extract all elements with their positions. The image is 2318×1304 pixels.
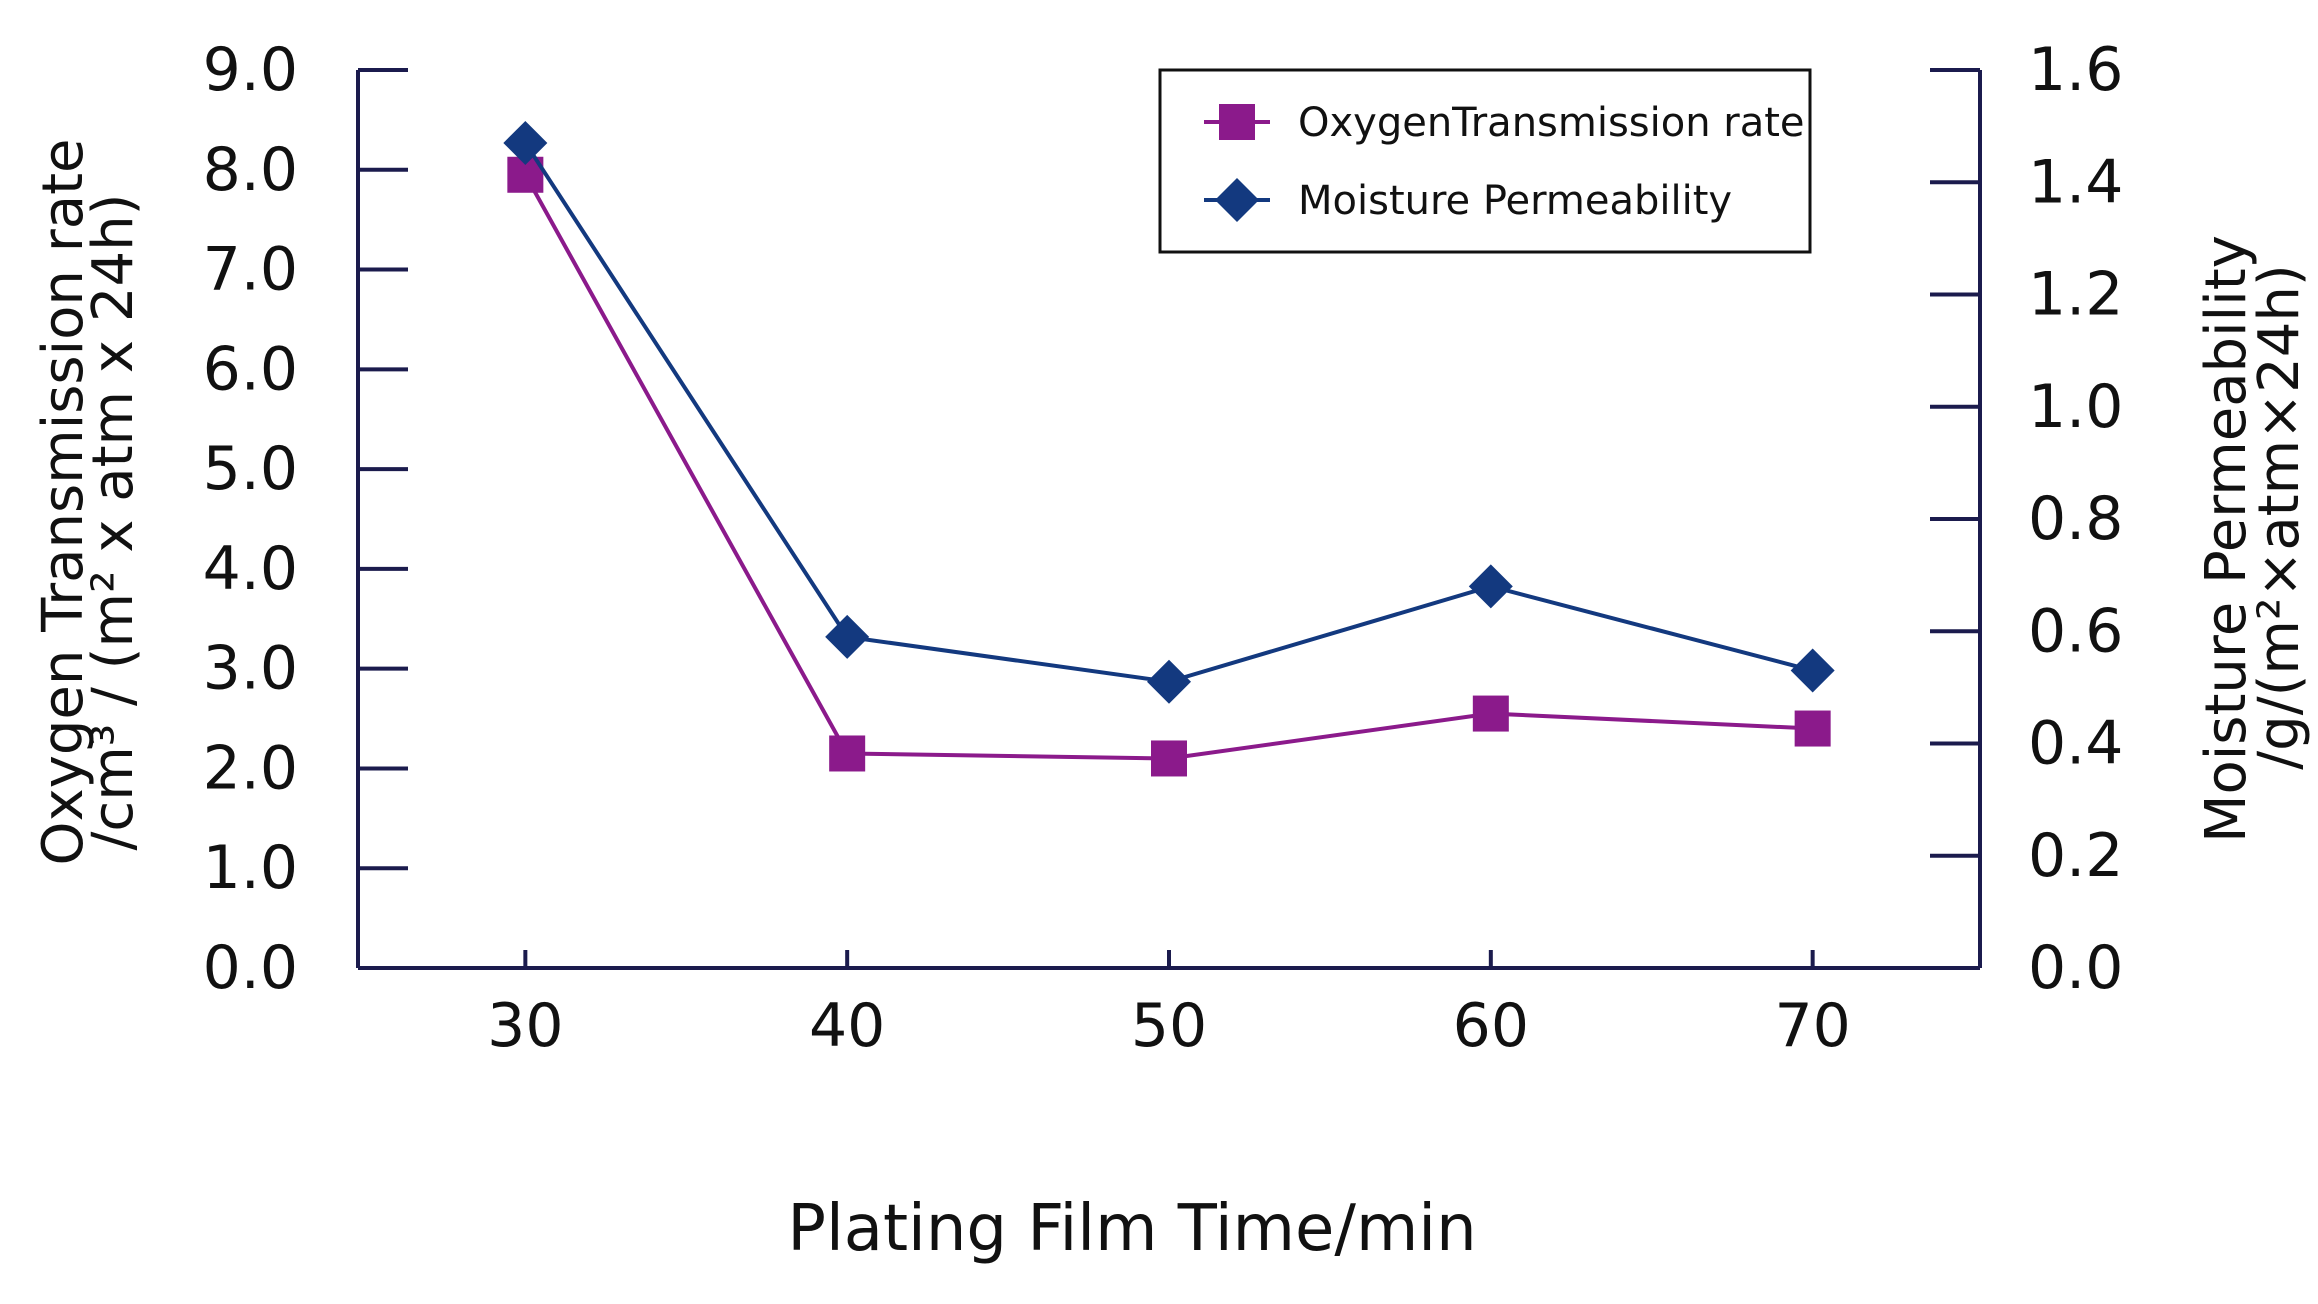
oxygen-data-point [1472, 695, 1509, 732]
legend: OxygenTransmission rate Moisture Permeab… [1158, 68, 1812, 254]
y-tick-label: 8.0 [203, 135, 298, 205]
y-axis-unit: /cm³ / (m² x atm x 24h) [81, 194, 146, 851]
y2-tick-label: 0.8 [2028, 484, 2123, 554]
y2-axis-unit: /g/(m²×atm×24h) [2247, 264, 2312, 769]
moisture-data-point [1147, 659, 1191, 704]
y-tick-label: 0.0 [203, 933, 298, 1003]
y2-tick-label: 0.2 [2028, 821, 2123, 891]
series-layer [503, 120, 1835, 777]
x-axis-title: Plating Film Time/min [787, 1192, 1476, 1266]
y-tick-label: 3.0 [203, 634, 298, 704]
oxygen-data-point [829, 735, 866, 772]
legend-oxygen-label: OxygenTransmission rate [1298, 100, 1805, 146]
axes-layer: 0.0 1.0 2.0 3.0 4.0 5.0 6.0 7.0 8.0 9.0 0.0 0.2 0.4 0… [203, 35, 2124, 1061]
legend-moisture-marker [1215, 178, 1259, 222]
legend-oxygen-marker [1219, 104, 1255, 140]
x-tick-label: 50 [1131, 991, 1207, 1061]
y2-tick-label: 0.4 [2028, 709, 2123, 779]
oxygen-data-point [1151, 740, 1187, 777]
y-tick-label: 1.0 [203, 833, 298, 903]
moisture-data-point [1468, 564, 1513, 609]
y-axis-title-group: Oxygen Transmission rate [31, 139, 96, 866]
y-axis-title: Oxygen Transmission rate [31, 139, 96, 866]
y2-axis-title-group: Moisture Permeability [2194, 235, 2259, 843]
moisture-data-point [1790, 648, 1835, 693]
y2-axis-title: Moisture Permeability [2194, 235, 2259, 843]
moisture-data-point [503, 120, 548, 165]
y2-tick-label: 1.2 [2028, 260, 2123, 330]
y-tick-label: 2.0 [203, 733, 298, 803]
y2-tick-label: 1.0 [2028, 372, 2123, 442]
y-tick-label: 9.0 [203, 35, 298, 105]
x-tick-label: 40 [809, 991, 885, 1061]
y-tick-label: 5.0 [203, 434, 298, 504]
oxygen-data-point [1794, 710, 1831, 747]
y-tick-label: 7.0 [203, 235, 298, 305]
y-axis-unit-group: /cm³ / (m² x atm x 24h) [81, 194, 146, 851]
y2-tick-label: 1.4 [2028, 147, 2123, 217]
y2-axis-unit-group: /g/(m²×atm×24h) [2247, 264, 2312, 769]
y2-tick-label: 0.0 [2028, 933, 2123, 1003]
legend-box [1158, 68, 1812, 254]
legend-moisture-label: Moisture Permeability [1298, 178, 1732, 224]
moisture-data-point [825, 614, 870, 659]
x-tick-label: 60 [1453, 991, 1529, 1061]
x-tick-label: 70 [1774, 991, 1850, 1061]
y2-tick-label: 0.6 [2028, 596, 2123, 666]
y2-tick-label: 1.6 [2028, 35, 2123, 105]
y-tick-label: 4.0 [203, 534, 298, 604]
x-tick-label: 30 [487, 991, 563, 1061]
y-tick-label: 6.0 [203, 334, 298, 404]
